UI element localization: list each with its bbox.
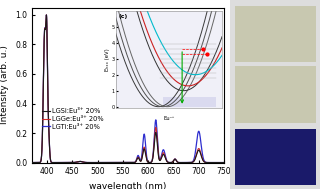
LGGe:Eu³⁺ 20%	[190, 161, 194, 163]
LGTi:Eu³⁺ 20%	[147, 161, 151, 163]
X-axis label: wavelength (nm): wavelength (nm)	[89, 182, 167, 189]
LGTi:Eu³⁺ 20%	[157, 153, 161, 156]
LGSi:Eu³⁺ 20%	[157, 156, 161, 158]
LGSi:Eu³⁺ 20%	[225, 161, 228, 164]
LGTi:Eu³⁺ 20%	[117, 161, 121, 164]
LGTi:Eu³⁺ 20%	[104, 161, 108, 164]
LGGe:Eu³⁺ 20%	[44, 14, 48, 16]
Line: LGSi:Eu³⁺ 20%: LGSi:Eu³⁺ 20%	[32, 15, 227, 163]
Line: LGGe:Eu³⁺ 20%: LGGe:Eu³⁺ 20%	[32, 15, 227, 163]
LGSi:Eu³⁺ 20%	[147, 161, 151, 164]
LGSi:Eu³⁺ 20%	[30, 161, 34, 164]
LGSi:Eu³⁺ 20%	[66, 161, 69, 164]
LGGe:Eu³⁺ 20%	[30, 161, 34, 164]
Line: LGTi:Eu³⁺ 20%: LGTi:Eu³⁺ 20%	[32, 15, 227, 163]
LGGe:Eu³⁺ 20%	[157, 155, 161, 157]
LGSi:Eu³⁺ 20%	[190, 161, 194, 163]
LGSi:Eu³⁺ 20%	[117, 161, 121, 164]
FancyBboxPatch shape	[235, 129, 316, 185]
LGGe:Eu³⁺ 20%	[147, 161, 151, 164]
LGTi:Eu³⁺ 20%	[66, 161, 69, 164]
LGTi:Eu³⁺ 20%	[190, 161, 194, 163]
LGSi:Eu³⁺ 20%	[104, 161, 108, 164]
LGTi:Eu³⁺ 20%	[225, 161, 228, 164]
Legend: LGSi:Eu³⁺ 20%, LGGe:Eu³⁺ 20%, LGTi:Eu³⁺ 20%: LGSi:Eu³⁺ 20%, LGGe:Eu³⁺ 20%, LGTi:Eu³⁺ …	[39, 106, 106, 132]
FancyBboxPatch shape	[235, 6, 316, 62]
LGTi:Eu³⁺ 20%	[30, 161, 34, 164]
LGGe:Eu³⁺ 20%	[104, 161, 108, 164]
LGTi:Eu³⁺ 20%	[44, 14, 48, 16]
LGGe:Eu³⁺ 20%	[175, 161, 179, 163]
LGGe:Eu³⁺ 20%	[225, 161, 228, 164]
LGGe:Eu³⁺ 20%	[117, 161, 121, 164]
LGGe:Eu³⁺ 20%	[66, 161, 69, 164]
Y-axis label: Intensity (arb. u.): Intensity (arb. u.)	[0, 46, 10, 125]
LGTi:Eu³⁺ 20%	[175, 161, 179, 163]
LGSi:Eu³⁺ 20%	[44, 14, 48, 16]
LGSi:Eu³⁺ 20%	[175, 161, 179, 163]
FancyBboxPatch shape	[235, 66, 316, 123]
